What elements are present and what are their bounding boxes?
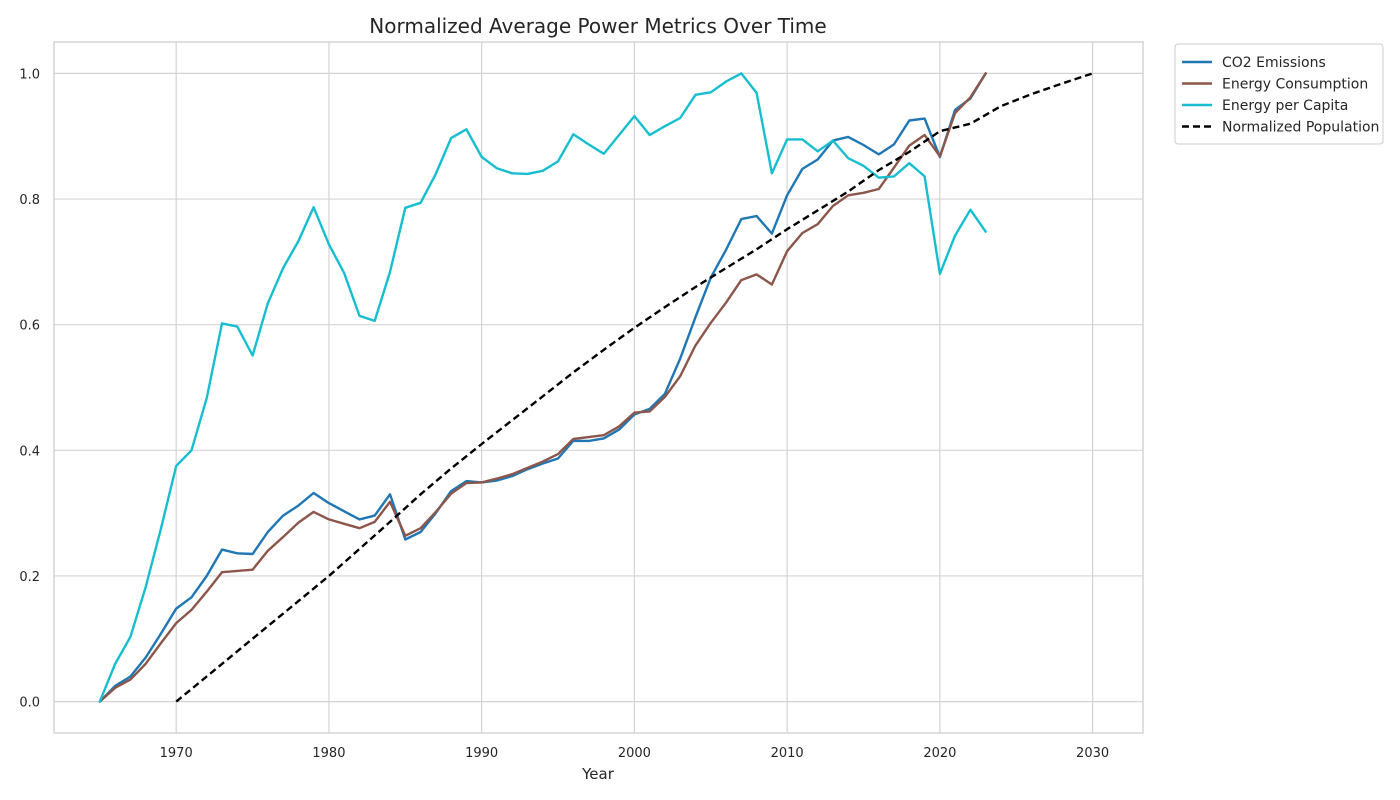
plot-frame: [53, 41, 1144, 734]
y-tick-label: 0.6: [19, 319, 40, 334]
y-tick-label: 0.4: [19, 444, 40, 459]
legend: CO2 Emissions Energy Consumption Energy pe…: [1174, 43, 1384, 145]
y-tick-label: 0.2: [19, 570, 40, 585]
legend-label: Energy Consumption: [1222, 77, 1368, 93]
x-tick-label: 2010: [771, 746, 804, 761]
x-tick-label: 2000: [618, 746, 651, 761]
y-axis-ticks: 0.0 0.2 0.4 0.6 0.8 1.0: [19, 67, 40, 710]
legend-label: CO2 Emissions: [1222, 55, 1326, 71]
y-tick-label: 0.0: [19, 696, 40, 711]
x-tick-label: 2030: [1076, 746, 1109, 761]
chart-title: Normalized Average Power Metrics Over Ti…: [369, 14, 826, 38]
series-line-energy-per-capita: [98, 72, 987, 703]
x-tick-label: 1980: [312, 746, 345, 761]
legend-label: Energy per Capita: [1222, 98, 1348, 114]
x-axis-title: Year: [581, 765, 615, 783]
x-tick-label: 2020: [923, 746, 956, 761]
x-tick-label: 1990: [465, 746, 498, 761]
legend-label: Normalized Population: [1222, 120, 1379, 136]
series-line-co2-emissions: [98, 72, 987, 703]
series-lines: [98, 72, 1093, 703]
x-axis-ticks: 1970 1980 1990 2000 2010 2020 2030: [160, 746, 1110, 761]
y-tick-label: 1.0: [19, 67, 40, 82]
y-tick-label: 0.8: [19, 193, 40, 208]
x-tick-label: 1970: [160, 746, 193, 761]
legend-frame: [1174, 43, 1384, 145]
series-line-energy-consumption: [98, 72, 987, 703]
